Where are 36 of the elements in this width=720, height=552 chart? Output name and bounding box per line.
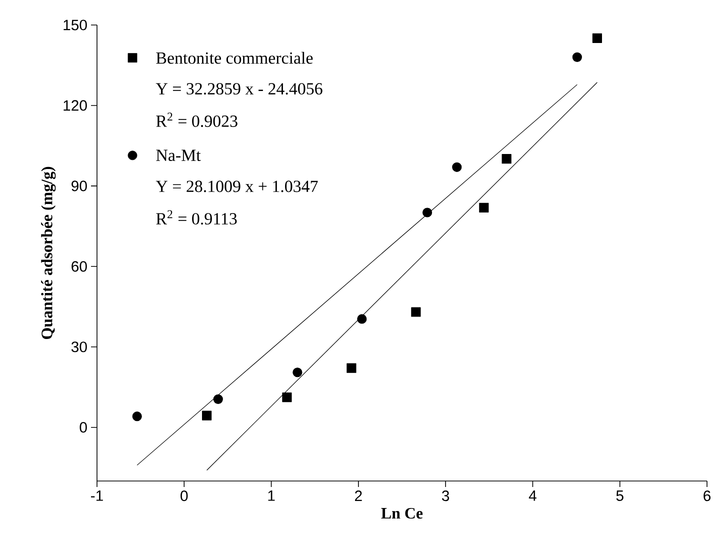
x-tick-label: 0 (180, 490, 188, 502)
y-tick-label: 30 (71, 342, 87, 352)
point (572, 52, 582, 62)
y-tick-label: 120 (64, 100, 87, 111)
y-tick-label: 0 (80, 422, 87, 433)
x-axis-title: Ln Ce (381, 508, 423, 519)
point (213, 394, 223, 404)
x-tick-label: 2 (355, 490, 362, 501)
point (132, 412, 142, 422)
x-tick-label: 4 (528, 490, 536, 501)
x-tick-label: 3 (442, 490, 450, 502)
point (202, 410, 212, 420)
point (346, 363, 356, 373)
legend-label: Na-Mt (156, 150, 201, 162)
x-tick-label: 1 (268, 490, 275, 501)
point (292, 368, 302, 378)
point (592, 33, 602, 43)
annotation: R$^{2}$ = 0.9113 (156, 210, 237, 225)
point (422, 208, 432, 218)
x-tick-label: 5 (616, 490, 624, 501)
point (282, 392, 292, 402)
point (479, 202, 489, 212)
legend-label: Bentonite commerciale (156, 52, 313, 64)
x-tick-label: 6 (704, 490, 711, 502)
annotation: R$^{2}$ = 0.9023 (156, 112, 238, 128)
point (357, 314, 367, 324)
y-tick-label: 60 (72, 261, 87, 272)
x-tick-label: -1 (91, 490, 103, 501)
y-tick-label: 90 (72, 180, 87, 192)
y-tick-label: 150 (64, 20, 87, 30)
annotation: Y = 28.1009 x + 1.0347 (156, 180, 318, 192)
y-axis-title: Quantité adsorbée (mg/g) (41, 166, 56, 339)
point (452, 162, 462, 172)
annotation: Y = 32.2859 x - 24.4056 (156, 83, 322, 95)
point (502, 154, 512, 164)
point (411, 307, 421, 317)
